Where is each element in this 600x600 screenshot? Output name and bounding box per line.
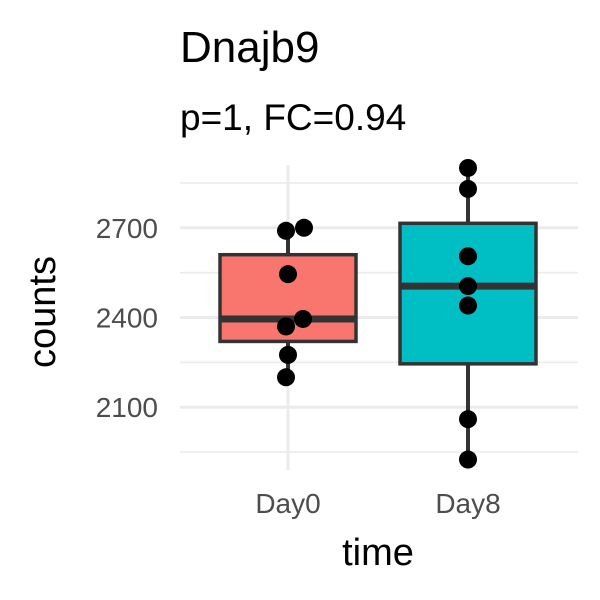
data-point: [459, 277, 477, 296]
y-ticks: 2100 2400 2700: [96, 213, 158, 423]
x-ticks: Day0 Day8: [255, 488, 500, 519]
box-day8: [398, 158, 538, 469]
boxes: [218, 158, 538, 469]
y-tick-label: 2100: [96, 392, 158, 423]
y-tick-label: 2400: [96, 303, 158, 334]
data-point: [459, 450, 477, 469]
data-point: [277, 221, 295, 240]
y-tick-label: 2700: [96, 213, 158, 244]
box-day0: [218, 218, 358, 387]
data-point: [459, 179, 477, 198]
chart-title: Dnajb9: [180, 23, 319, 72]
x-tick-label: Day8: [435, 488, 500, 519]
data-point: [279, 265, 297, 284]
data-point: [294, 309, 312, 328]
x-tick-label: Day0: [255, 488, 320, 519]
data-point: [459, 410, 477, 429]
data-point: [277, 368, 295, 387]
chart-subtitle: p=1, FC=0.94: [180, 97, 406, 138]
data-point: [459, 247, 477, 266]
y-axis-title: counts: [22, 256, 64, 368]
data-point: [295, 218, 313, 237]
data-point: [459, 296, 477, 315]
data-point: [459, 158, 477, 177]
x-axis-title: time: [342, 532, 414, 574]
data-point: [279, 345, 297, 364]
data-point: [277, 317, 295, 336]
